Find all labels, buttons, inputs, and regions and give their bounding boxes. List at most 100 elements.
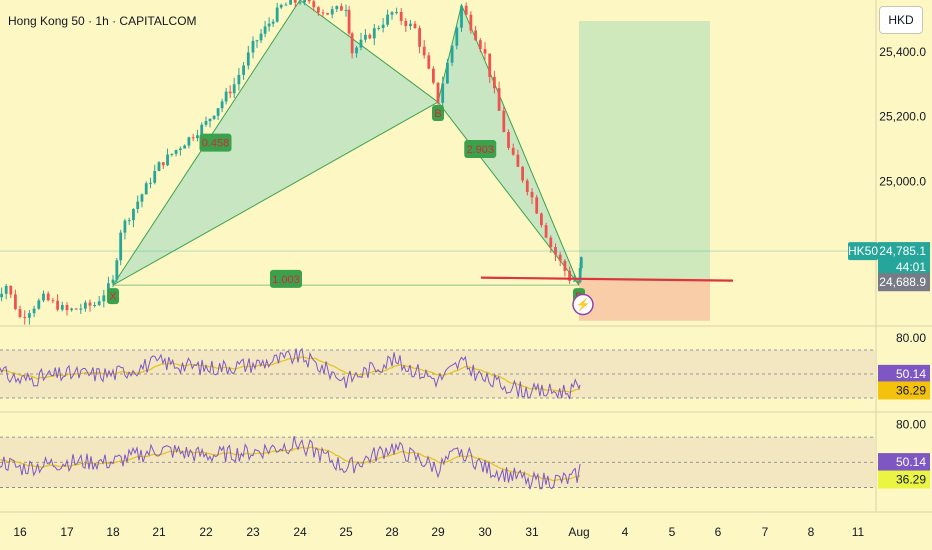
candle-body bbox=[377, 27, 381, 29]
candle-body bbox=[511, 147, 515, 155]
candle-body bbox=[204, 121, 208, 125]
rsi-ma-line bbox=[0, 446, 581, 482]
candle-body bbox=[23, 316, 27, 318]
candle-body bbox=[74, 308, 78, 310]
currency-button[interactable]: HKD bbox=[879, 6, 923, 34]
candle-body bbox=[307, 0, 311, 2]
candle-body bbox=[298, 2, 302, 4]
x-tick-label: 21 bbox=[152, 525, 166, 539]
candle-body bbox=[399, 12, 403, 21]
candle-body bbox=[140, 194, 144, 202]
candle-body bbox=[436, 82, 440, 103]
candle-body bbox=[115, 260, 119, 280]
candle-body bbox=[166, 154, 169, 166]
x-tick-label: 28 bbox=[385, 525, 399, 539]
candle-body bbox=[464, 5, 468, 15]
event-marker bbox=[572, 293, 594, 316]
candle-body bbox=[170, 153, 174, 155]
candle-body bbox=[368, 34, 372, 39]
candle-body bbox=[350, 33, 354, 54]
ratio-label: 1.003 bbox=[272, 274, 300, 286]
candle-body bbox=[275, 7, 279, 22]
candle-body bbox=[340, 6, 343, 11]
x-tick-label: 5 bbox=[669, 525, 676, 539]
candle-body bbox=[530, 191, 534, 198]
candle-body bbox=[321, 12, 325, 14]
candle-body bbox=[251, 40, 255, 53]
candle-body bbox=[422, 46, 426, 56]
support-price-badge bbox=[878, 273, 930, 292]
ratio-badge bbox=[270, 269, 302, 288]
candle-body bbox=[563, 260, 567, 271]
candle-body bbox=[65, 304, 69, 311]
candle-body bbox=[119, 232, 123, 261]
candle-body bbox=[178, 148, 182, 151]
candle-body bbox=[196, 135, 199, 139]
candle-body bbox=[279, 4, 283, 8]
candle-body bbox=[347, 9, 351, 34]
x-tick-label: 11 bbox=[852, 525, 865, 539]
rsi-ma-label: 36.29 bbox=[896, 473, 926, 487]
candle-body bbox=[18, 309, 22, 317]
candle-body bbox=[372, 28, 376, 39]
candle-body bbox=[317, 7, 320, 13]
rsi-y-tick-label: 80.00 bbox=[896, 331, 926, 345]
x-tick-label: 7 bbox=[762, 525, 769, 539]
y-tick-label: 25,400.0 bbox=[879, 45, 926, 59]
candle-body bbox=[469, 14, 473, 31]
candle-body bbox=[289, 0, 292, 5]
candle-body bbox=[293, 0, 297, 3]
candle-body bbox=[549, 237, 553, 248]
candle-body bbox=[9, 285, 13, 295]
candle-body bbox=[525, 180, 529, 192]
candle-body bbox=[216, 108, 220, 116]
candle-body bbox=[97, 301, 101, 306]
pattern-point-badge-b bbox=[432, 105, 444, 122]
candle-body bbox=[521, 166, 524, 181]
candle-body bbox=[446, 62, 449, 84]
pattern-point-label-b: B bbox=[434, 108, 441, 120]
rsi-ma-label: 36.29 bbox=[896, 383, 926, 397]
pattern-triangle-xab bbox=[112, 0, 439, 286]
x-tick-label: 25 bbox=[339, 525, 353, 539]
candles-group bbox=[0, 0, 583, 325]
candle-body bbox=[246, 52, 250, 66]
candle-body bbox=[312, 1, 316, 8]
candle-body bbox=[359, 39, 363, 48]
x-tick-label: 29 bbox=[431, 525, 445, 539]
candle-body bbox=[507, 131, 510, 148]
y-tick-label: 25,200.0 bbox=[879, 110, 926, 124]
x-tick-label: 17 bbox=[60, 525, 74, 539]
candle-body bbox=[153, 170, 157, 183]
support-line bbox=[480, 276, 734, 282]
candle-body bbox=[303, 0, 306, 3]
rsi-line bbox=[0, 435, 581, 490]
candle-body bbox=[259, 33, 263, 41]
price-label: 24,785.1 bbox=[879, 244, 926, 258]
x-tick-label: 22 bbox=[199, 525, 213, 539]
x-tick-label: 8 bbox=[808, 525, 815, 539]
candle-body bbox=[413, 23, 417, 29]
candle-body bbox=[132, 208, 135, 221]
candle-body bbox=[578, 267, 582, 282]
candle-body bbox=[220, 101, 224, 109]
candle-body bbox=[46, 293, 50, 301]
ratio-label: 0.458 bbox=[202, 138, 230, 150]
candle-body bbox=[70, 308, 73, 311]
candle-body bbox=[544, 225, 548, 238]
x-tick-label: 6 bbox=[715, 525, 722, 539]
candle-body bbox=[127, 220, 131, 222]
candle-body bbox=[335, 6, 339, 10]
candle-body bbox=[183, 145, 187, 149]
candle-body bbox=[161, 162, 165, 166]
stop-zone bbox=[579, 278, 710, 321]
rsi-line bbox=[0, 347, 581, 400]
candle-body bbox=[493, 76, 496, 89]
candle-body bbox=[488, 53, 492, 77]
candle-body bbox=[572, 280, 576, 282]
rsi-ma-badge bbox=[878, 470, 930, 489]
candle-body bbox=[460, 5, 463, 28]
pattern-point-badge-x bbox=[107, 288, 119, 305]
